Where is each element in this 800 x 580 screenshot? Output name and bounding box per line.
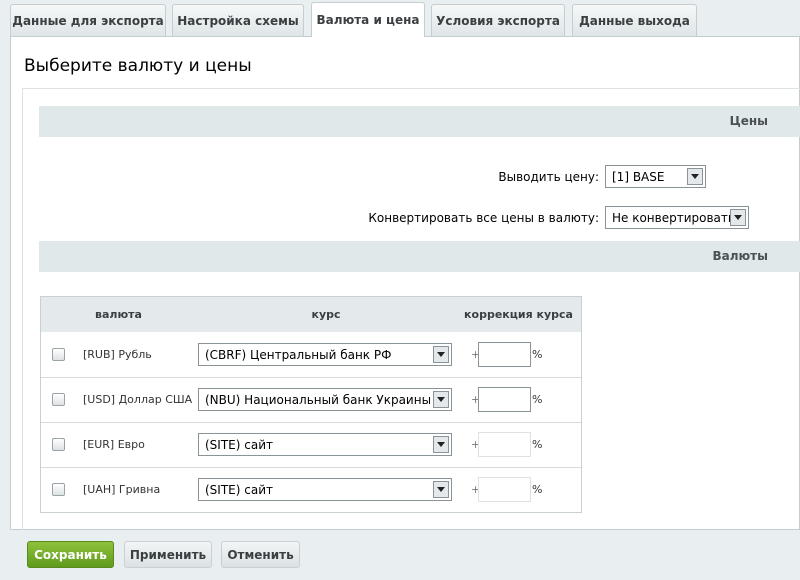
dropdown-arrow[interactable] xyxy=(433,391,449,408)
field-label: Выводить цену: xyxy=(498,170,599,184)
tab[interactable]: Данные выхода xyxy=(572,4,697,36)
unit: % xyxy=(532,483,543,496)
column-header: коррекция курса xyxy=(464,308,573,321)
sign: + xyxy=(471,348,481,361)
tab[interactable]: Условия экспорта xyxy=(431,4,565,36)
row-divider xyxy=(41,377,581,378)
tab[interactable]: Данные для экспорта xyxy=(10,4,166,36)
dropdown-arrow[interactable] xyxy=(687,168,703,185)
sign: + xyxy=(471,483,481,496)
section-bar: Валюты xyxy=(39,241,800,272)
dropdown[interactable]: (SITE) сайт xyxy=(198,478,452,501)
tab[interactable]: Валюта и цена xyxy=(311,2,425,37)
form-frame xyxy=(22,88,800,530)
button[interactable]: Применить xyxy=(124,541,212,568)
dropdown-arrow[interactable] xyxy=(730,209,746,226)
field-label: Конвертировать все цены в валюту: xyxy=(368,211,599,225)
heading: Выберите валюту и цены xyxy=(24,56,252,76)
row-divider xyxy=(41,467,581,468)
row-divider xyxy=(41,422,581,423)
correction-input xyxy=(478,432,531,457)
unit: % xyxy=(532,438,543,451)
section-bar: Цены xyxy=(39,106,800,137)
currency-table: валюта курс коррекция курса [RUB] Рубль (CBR… xyxy=(40,296,582,513)
currency-name: [UAH] Гривна xyxy=(83,483,161,496)
currency-name: [RUB] Рубль xyxy=(83,348,152,361)
dropdown[interactable]: [1] BASE xyxy=(605,165,706,188)
correction-input[interactable] xyxy=(478,387,531,412)
dropdown[interactable]: (SITE) сайт xyxy=(198,433,452,456)
tab[interactable]: Настройка схемы xyxy=(172,4,304,36)
unit: % xyxy=(532,348,543,361)
dropdown-arrow[interactable] xyxy=(433,481,449,498)
sign: + xyxy=(471,393,481,406)
button[interactable]: Сохранить xyxy=(27,541,114,568)
currency-name: [USD] Доллар США xyxy=(83,393,193,406)
dropdown[interactable]: (CBRF) Центральный банк РФ xyxy=(198,343,452,366)
button[interactable]: Отменить xyxy=(221,541,300,568)
dropdown[interactable]: (NBU) Национальный банк Украины xyxy=(198,388,452,411)
correction-input[interactable] xyxy=(478,342,531,367)
sign: + xyxy=(471,438,481,451)
column-header: валюта xyxy=(95,308,142,321)
dropdown[interactable]: Не конвертировать xyxy=(605,206,749,229)
currency-name: [EUR] Евро xyxy=(83,438,145,451)
section-title: Валюты xyxy=(712,249,768,263)
correction-input xyxy=(478,477,531,502)
column-header: курс xyxy=(311,308,341,321)
table-header xyxy=(41,297,581,332)
dropdown-arrow[interactable] xyxy=(433,346,449,363)
checkbox[interactable] xyxy=(52,393,65,406)
checkbox[interactable] xyxy=(52,438,65,451)
checkbox[interactable] xyxy=(52,348,65,361)
section-title: Цены xyxy=(729,114,768,128)
unit: % xyxy=(532,393,543,406)
checkbox[interactable] xyxy=(52,483,65,496)
dropdown-arrow[interactable] xyxy=(433,436,449,453)
